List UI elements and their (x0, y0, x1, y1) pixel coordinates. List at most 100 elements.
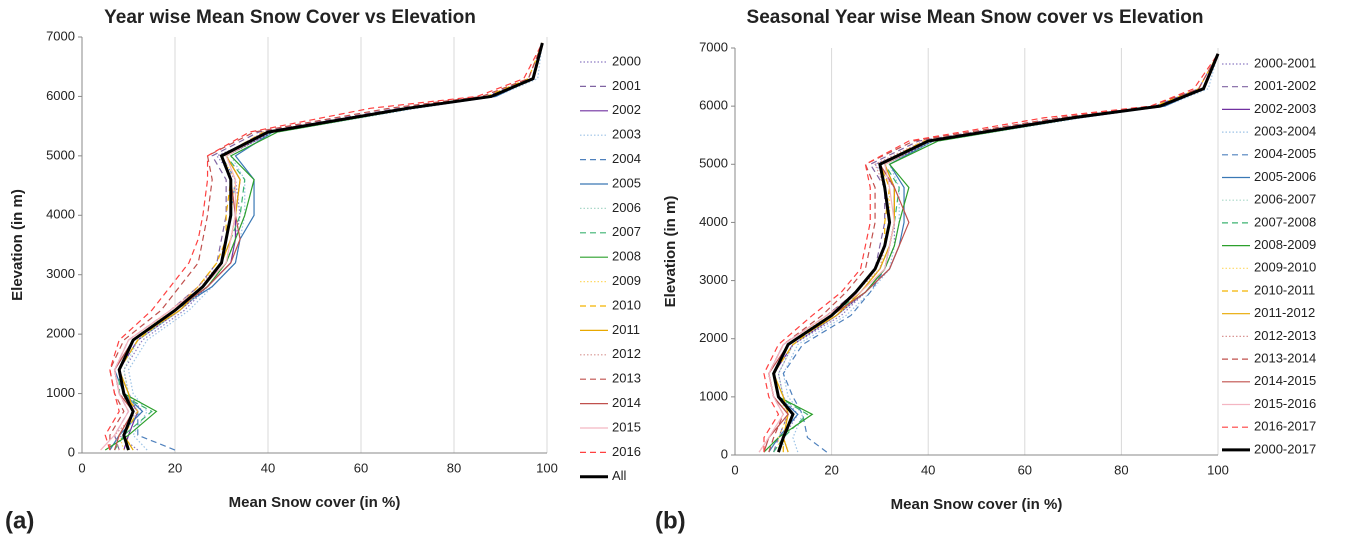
legend-label: 2012-2013 (1254, 328, 1316, 343)
y-tick-label: 4000 (699, 214, 728, 229)
x-tick-label: 20 (168, 460, 182, 475)
x-tick-label: 100 (536, 460, 558, 475)
series-line (118, 42, 543, 451)
y-tick-label: 7000 (699, 39, 728, 54)
x-tick-label: 0 (731, 462, 738, 477)
series-line (113, 42, 543, 451)
x-tick-label: 100 (1207, 462, 1229, 477)
y-tick-label: 2000 (46, 326, 75, 341)
legend-label: 2004 (612, 151, 641, 166)
legend-label: 2001 (612, 78, 641, 93)
legend-label: 2004-2005 (1254, 146, 1316, 161)
series-line (772, 53, 1219, 453)
legend-label: 2000-2001 (1254, 55, 1316, 70)
chart-title: Year wise Mean Snow Cover vs Elevation (104, 7, 476, 28)
y-tick-label: 5000 (46, 147, 75, 162)
chart-title: Seasonal Year wise Mean Snow cover vs El… (747, 7, 1204, 28)
legend-label: 2016-2017 (1254, 419, 1316, 434)
legend-label: 2008 (612, 249, 641, 264)
series-line (763, 53, 1219, 453)
series-line (773, 53, 1219, 453)
x-tick-label: 60 (1018, 462, 1032, 477)
legend-label: 2002-2003 (1254, 101, 1316, 116)
legend-label: 2009 (612, 273, 641, 288)
series-line (118, 42, 543, 451)
y-tick-label: 1000 (699, 388, 728, 403)
legend-label: 2012 (612, 346, 641, 361)
x-tick-label: 0 (78, 460, 85, 475)
series-line (768, 53, 1219, 453)
series-line (118, 42, 543, 451)
series-line (114, 42, 543, 451)
series-line (127, 42, 543, 451)
legend-label: 2015 (612, 419, 641, 434)
x-tick-label: 80 (1114, 462, 1128, 477)
y-tick-label: 4000 (46, 207, 75, 222)
series-line (768, 53, 1219, 453)
legend-label: 2014 (612, 395, 641, 410)
series-line (758, 53, 1219, 453)
series-line (113, 42, 543, 451)
y-tick-label: 1000 (46, 385, 75, 400)
series-line (113, 42, 543, 451)
legend-label: 2010 (612, 297, 641, 312)
legend-label: 2008-2009 (1254, 237, 1316, 252)
series-line (777, 53, 1219, 453)
legend-label: 2006 (612, 200, 641, 215)
y-tick-label: 7000 (46, 28, 75, 43)
legend-label: 2011-2012 (1254, 305, 1315, 320)
legend-label: 2013-2014 (1254, 351, 1316, 366)
y-tick-label: 0 (721, 446, 728, 461)
legend-label: 2003-2004 (1254, 124, 1316, 139)
legend-label: 2000 (612, 53, 641, 68)
legend-label: 2011 (612, 322, 640, 337)
series-line (768, 53, 1219, 453)
x-tick-label: 40 (921, 462, 935, 477)
legend-label: 2015-2016 (1254, 396, 1316, 411)
legend-label: 2009-2010 (1254, 260, 1316, 275)
series-line (104, 42, 543, 451)
x-tick-label: 20 (824, 462, 838, 477)
y-tick-label: 6000 (46, 88, 75, 103)
series-line (109, 42, 543, 451)
panel-label: (b) (655, 507, 686, 534)
legend-label: 2000-2017 (1254, 441, 1316, 456)
series-line (773, 53, 1219, 453)
y-tick-label: 5000 (699, 156, 728, 171)
legend-label: 2014-2015 (1254, 373, 1316, 388)
series-line (118, 42, 543, 451)
series-line (118, 42, 543, 451)
series-line (758, 53, 1219, 453)
y-axis-label: Elevation (in m) (9, 189, 26, 301)
legend-label: 2002 (612, 102, 641, 117)
y-tick-label: 0 (68, 444, 75, 459)
legend-label: 2007-2008 (1254, 214, 1316, 229)
legend-label: 2016 (612, 444, 641, 459)
series-line (772, 53, 1220, 453)
y-tick-label: 3000 (46, 266, 75, 281)
legend-label: 2001-2002 (1254, 78, 1316, 93)
y-tick-label: 3000 (699, 272, 728, 287)
series-line (782, 53, 1219, 453)
legend-label: 2006-2007 (1254, 192, 1316, 207)
series-line (118, 42, 543, 451)
legend-label: 2013 (612, 371, 641, 386)
y-tick-label: 2000 (699, 330, 728, 345)
y-tick-label: 6000 (699, 98, 728, 113)
series-line (123, 42, 543, 451)
series-line (117, 42, 544, 451)
x-tick-label: 40 (261, 460, 275, 475)
series-line (100, 42, 543, 451)
legend-label: 2007 (612, 224, 641, 239)
series-line (782, 53, 1219, 453)
series-line (777, 53, 1219, 453)
x-axis-label: Mean Snow cover (in %) (891, 496, 1063, 513)
series-line (773, 53, 1219, 453)
x-axis-label: Mean Snow cover (in %) (229, 494, 401, 511)
panel-label: (a) (5, 507, 34, 534)
y-axis-label: Elevation (in m) (662, 196, 679, 308)
x-tick-label: 80 (447, 460, 461, 475)
series-line (773, 53, 1219, 453)
legend-label: 2005-2006 (1254, 169, 1316, 184)
series-line (104, 42, 543, 451)
